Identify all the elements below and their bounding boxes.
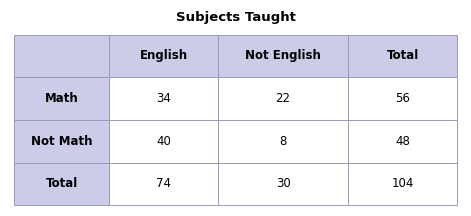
Text: 8: 8	[279, 135, 287, 148]
Text: Math: Math	[45, 92, 79, 105]
Text: 34: 34	[156, 92, 171, 105]
Text: 104: 104	[391, 177, 414, 190]
Text: Subjects Taught: Subjects Taught	[176, 11, 295, 24]
Bar	[14, 35, 109, 77]
Bar	[109, 162, 218, 205]
Bar	[349, 120, 457, 162]
Text: Total: Total	[46, 177, 78, 190]
Text: Not Math: Not Math	[31, 135, 92, 148]
Bar	[109, 77, 218, 120]
Text: 56: 56	[395, 92, 410, 105]
Bar	[218, 77, 349, 120]
Text: 22: 22	[276, 92, 291, 105]
Bar	[109, 120, 218, 162]
Text: Total: Total	[387, 49, 419, 62]
Bar	[14, 120, 109, 162]
Bar	[349, 35, 457, 77]
Bar	[218, 120, 349, 162]
Bar	[14, 162, 109, 205]
Text: 74: 74	[156, 177, 171, 190]
Bar	[349, 162, 457, 205]
Text: 40: 40	[156, 135, 171, 148]
Text: 30: 30	[276, 177, 291, 190]
Text: 48: 48	[395, 135, 410, 148]
Bar	[218, 162, 349, 205]
Text: Not English: Not English	[245, 49, 321, 62]
Bar	[218, 35, 349, 77]
Bar	[109, 35, 218, 77]
Bar	[349, 77, 457, 120]
Bar	[14, 77, 109, 120]
Text: English: English	[139, 49, 187, 62]
